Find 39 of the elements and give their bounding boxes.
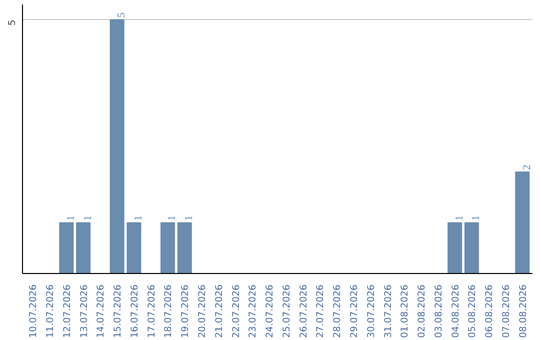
x-tick-label: 21.07.2026 xyxy=(214,284,225,338)
x-tick-label: 31.07.2026 xyxy=(382,284,394,338)
data-label: 1 xyxy=(82,215,94,221)
x-tick-label: 03.08.2026 xyxy=(433,284,444,338)
x-tick-label: 14.07.2026 xyxy=(96,284,107,338)
data-label: 2 xyxy=(522,164,533,170)
x-tick-label: 02.08.2026 xyxy=(416,284,428,338)
x-tick-label: 07.08.2026 xyxy=(500,284,512,338)
data-label: 1 xyxy=(454,215,466,221)
x-tick-label: 05.08.2026 xyxy=(467,284,478,338)
data-label: 1 xyxy=(167,215,178,221)
data-label: 1 xyxy=(66,215,77,221)
x-tick-label: 11.07.2026 xyxy=(45,284,56,338)
x-tick-label: 25.07.2026 xyxy=(281,284,292,338)
data-label: 1 xyxy=(471,215,482,221)
x-tick-label: 26.07.2026 xyxy=(298,284,310,338)
x-tick-label: 12.07.2026 xyxy=(62,284,73,338)
x-tick-label: 16.07.2026 xyxy=(129,284,140,338)
x-tick-label: 23.07.2026 xyxy=(248,284,259,338)
x-tick-label: 18.07.2026 xyxy=(163,284,174,338)
x-tick-label: 10.07.2026 xyxy=(28,284,40,338)
x-tick-label: 22.07.2026 xyxy=(230,284,242,338)
x-tick-label: 15.07.2026 xyxy=(112,284,124,338)
x-tick-label: 08.08.2026 xyxy=(518,284,529,338)
x-tick-label: 06.08.2026 xyxy=(484,284,496,338)
data-label: 5 xyxy=(116,12,128,18)
x-tick-label: 19.07.2026 xyxy=(180,284,192,338)
data-label: 1 xyxy=(184,215,196,221)
x-tick-label: 30.07.2026 xyxy=(366,284,377,338)
x-tick-label: 04.08.2026 xyxy=(450,284,462,338)
x-tick-label: 13.07.2026 xyxy=(78,284,90,338)
x-tick-label: 24.07.2026 xyxy=(264,284,276,338)
x-tick-label: 17.07.2026 xyxy=(146,284,158,338)
x-tick-label: 20.07.2026 xyxy=(197,284,208,338)
x-tick-label: 28.07.2026 xyxy=(332,284,344,338)
data-label: 1 xyxy=(133,215,144,221)
x-tick-label: 29.07.2026 xyxy=(348,284,360,338)
x-tick-label: 01.08.2026 xyxy=(400,284,411,338)
x-tick-label: 27.07.2026 xyxy=(315,284,326,338)
